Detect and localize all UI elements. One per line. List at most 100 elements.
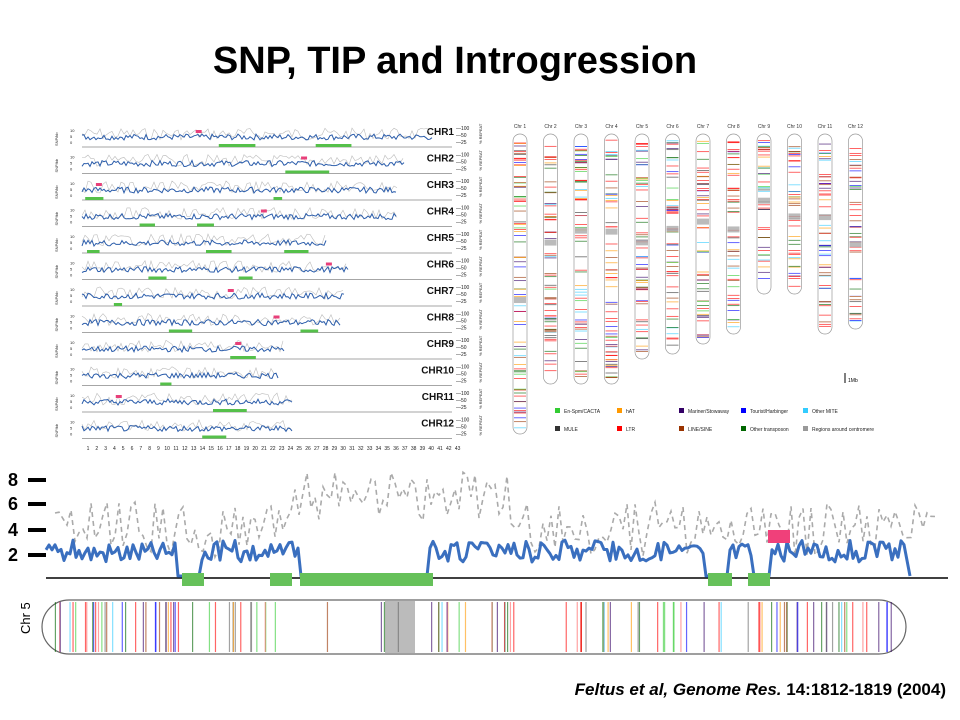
x-tick-label: 22	[270, 446, 276, 452]
snp-tick-label: 10	[70, 181, 75, 186]
introgression-block	[213, 409, 247, 412]
tip-marker	[768, 530, 790, 543]
centromere-region	[758, 197, 770, 204]
snp-tick-label: 0	[70, 299, 73, 304]
repeat-tick-label: —100	[456, 312, 470, 318]
repeat-line	[81, 206, 398, 221]
chromosome-header: Chr 5	[636, 124, 648, 130]
repeat-tick-label: —50	[456, 292, 467, 298]
centromere-region	[697, 218, 709, 225]
chromosome-label: CHR12	[421, 419, 454, 430]
introgression-block	[202, 435, 227, 439]
introgression-block	[205, 250, 232, 253]
repeat-tick-label: —50	[456, 425, 467, 431]
repeat-tick-label: —25	[456, 352, 467, 358]
legend-label: Regions around centromere	[812, 427, 874, 433]
snp-line	[81, 424, 293, 433]
snp-tick-label: 0	[70, 246, 73, 251]
snp-line	[81, 318, 341, 327]
repeat-tick-label: —50	[456, 319, 467, 325]
x-tick-label: 15	[208, 446, 214, 452]
snp-tick-label: 5	[70, 320, 73, 325]
x-tick-label: 23	[279, 446, 285, 452]
tip-marker	[273, 315, 280, 319]
snp-tick-label: 10	[70, 420, 75, 425]
snp-tick-label: 10	[70, 314, 75, 319]
legend-label: MULE	[564, 427, 579, 433]
repeat-tick-label: —25	[456, 140, 467, 146]
repeat-axis-label: % REPEAT	[478, 123, 483, 144]
snp-tick-label: 5	[70, 293, 73, 298]
snp-tick-label: 5	[70, 267, 73, 272]
repeat-tick-label: —50	[456, 160, 467, 166]
repeat-axis-label: % REPEAT	[478, 229, 483, 250]
x-tick-label: 26	[305, 446, 311, 452]
repeat-axis-label: % REPEAT	[478, 150, 483, 171]
repeat-tick-label: —50	[456, 213, 467, 219]
repeat-tick-label: —25	[456, 167, 467, 173]
repeat-axis-label: % REPEAT	[478, 256, 483, 277]
chromosome-body	[41, 599, 907, 655]
introgression-block	[168, 329, 193, 333]
x-tick-label: 38	[411, 446, 417, 452]
legend-swatch	[555, 408, 560, 413]
introgression-block	[285, 170, 306, 174]
chromosome-body	[726, 133, 741, 335]
x-tick-label: 33	[367, 446, 373, 452]
snp-axis-label: SNP/kb	[54, 370, 59, 384]
repeat-tick-label: —100	[456, 418, 470, 424]
chromosome-body	[512, 133, 528, 435]
introgression-block	[300, 329, 319, 333]
introgression-block	[748, 573, 770, 586]
chromosome-header: Chr 8	[727, 124, 739, 130]
legend-swatch	[741, 426, 746, 431]
chromosome-label: CHR10	[421, 366, 454, 377]
centromere-region	[514, 297, 526, 304]
repeat-tick-label: —25	[456, 326, 467, 332]
chromosome-label: CHR11	[422, 392, 455, 403]
x-tick-label: 19	[244, 446, 250, 452]
centromere-region	[544, 239, 557, 246]
legend-swatch	[617, 408, 622, 413]
snp-tick-label: 0	[70, 352, 73, 357]
legend-swatch	[803, 426, 808, 431]
y-tick-label: 6	[8, 494, 18, 514]
introgression-block	[284, 250, 309, 253]
repeat-tick-label: —50	[456, 372, 467, 378]
repeat-axis-label: % REPEAT	[478, 309, 483, 330]
snp-line	[81, 398, 293, 406]
snp-tick-label: 5	[70, 426, 73, 431]
snp-axis-label: SNP/kb	[54, 397, 59, 411]
snp-tick-label: 10	[70, 208, 75, 213]
snp-axis-label: SNP/kb	[54, 132, 59, 146]
repeat-tick-label: —100	[456, 179, 470, 185]
tip-marker	[260, 209, 267, 213]
legend-swatch	[741, 408, 746, 413]
legend-swatch	[555, 426, 560, 431]
x-tick-label: 9	[157, 446, 160, 452]
snp-line	[81, 185, 397, 195]
tip-marker	[235, 342, 242, 345]
legend-swatch	[617, 426, 622, 431]
x-tick-label: 20	[252, 446, 258, 452]
chromosome-label: CHR7	[427, 286, 455, 297]
repeat-tick-label: —50	[456, 266, 467, 272]
repeat-tick-label: —25	[456, 246, 467, 252]
legend-label: LTR	[626, 427, 635, 433]
snp-axis-label: SNP/kb	[54, 317, 59, 331]
legend-label: En-Spm/CACTA	[564, 409, 601, 415]
snp-tick-label: 0	[70, 220, 73, 225]
repeat-line	[81, 366, 278, 379]
repeat-tick-label: —25	[456, 299, 467, 305]
chromosome-label: CHR8	[427, 313, 455, 324]
repeat-tick-label: —50	[456, 239, 467, 245]
snp-tick-label: 5	[70, 399, 73, 404]
repeat-tick-label: —100	[456, 365, 470, 371]
chromosome-label: CHR3	[427, 180, 455, 191]
chromosome-body	[573, 133, 589, 385]
introgression-block	[218, 144, 230, 147]
introgression-block	[153, 276, 163, 280]
chromosome-label: CHR9	[427, 339, 455, 350]
tip-marker	[95, 183, 102, 186]
chromosome-header: Chr 2	[544, 124, 556, 130]
